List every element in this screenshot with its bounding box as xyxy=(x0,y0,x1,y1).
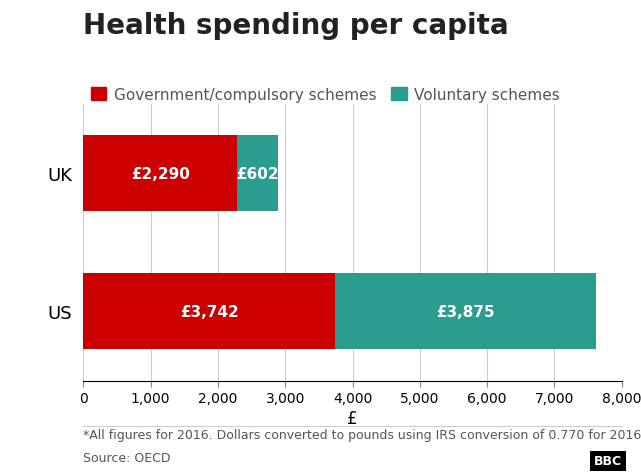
X-axis label: £: £ xyxy=(347,409,358,427)
Text: *All figures for 2016. Dollars converted to pounds using IRS conversion of 0.770: *All figures for 2016. Dollars converted… xyxy=(83,428,641,441)
Legend: Government/compulsory schemes, Voluntary schemes: Government/compulsory schemes, Voluntary… xyxy=(85,81,566,109)
Text: BBC: BBC xyxy=(594,455,622,467)
Text: Source: OECD: Source: OECD xyxy=(83,451,171,464)
Text: £602: £602 xyxy=(237,166,279,181)
Text: £3,742: £3,742 xyxy=(180,304,238,319)
Bar xyxy=(83,274,335,350)
Text: £3,875: £3,875 xyxy=(437,304,495,319)
Text: £2,290: £2,290 xyxy=(131,166,190,181)
Text: Health spending per capita: Health spending per capita xyxy=(83,12,509,40)
Bar xyxy=(83,136,237,212)
Bar xyxy=(237,136,278,212)
Bar xyxy=(335,274,596,350)
